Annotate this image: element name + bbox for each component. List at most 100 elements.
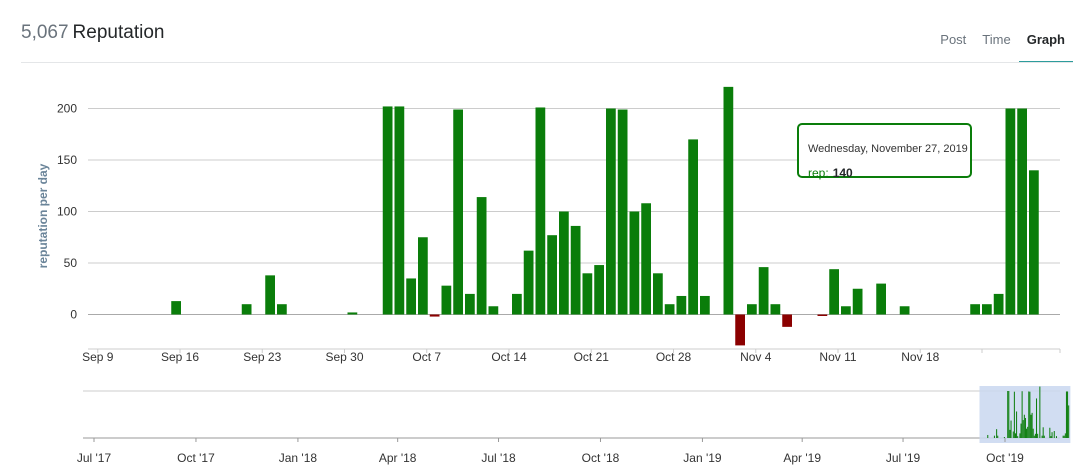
navigator-bar [1042,427,1044,438]
bar[interactable] [382,106,393,315]
navigator-bar [1031,412,1033,438]
bar[interactable] [241,304,252,315]
bar[interactable] [559,211,569,315]
x-tick-label: Oct 14 [491,350,527,364]
bar[interactable] [664,304,675,315]
navigator-bar [1014,433,1016,438]
bar[interactable] [465,293,475,315]
bar[interactable] [570,225,581,315]
bar[interactable] [476,197,487,315]
bar[interactable] [993,293,1004,315]
y-tick-label: 150 [57,153,77,167]
bar[interactable] [970,304,980,315]
bar[interactable] [758,267,769,315]
navigator-bar [1007,391,1009,438]
x-tick-label: Oct 21 [574,350,610,364]
bar[interactable] [735,314,745,346]
navigator-bar [1064,433,1066,438]
bar[interactable] [617,109,628,315]
navigator-bar [1023,414,1025,438]
bar[interactable] [782,314,792,327]
bar[interactable] [441,285,452,315]
navigator-bar [1041,435,1043,438]
navigator-bar [1037,433,1039,438]
tab-time[interactable]: Time [982,32,1011,47]
bar[interactable] [535,107,546,315]
navigator-bar [1024,417,1026,438]
bar[interactable] [817,314,828,317]
view-tabs: Post Time Graph [932,30,1073,63]
navigator-bar [1003,437,1005,438]
bar[interactable] [171,301,181,315]
bar[interactable] [394,106,405,315]
navigator-tick-label: Jul '18 [481,451,516,465]
y-tick-label: 100 [57,205,77,219]
bar[interactable] [770,304,781,315]
bar[interactable] [899,306,910,315]
tooltip-rep-value: 140 [832,166,853,180]
x-tick-label: Sep 23 [243,350,281,364]
bar[interactable] [347,312,358,315]
bar[interactable] [641,203,651,315]
navigator-bar [1055,436,1057,438]
bar[interactable] [629,211,640,315]
bar-series[interactable] [171,86,1039,346]
bar[interactable] [1017,108,1027,315]
bar[interactable] [653,273,663,315]
bar[interactable] [747,304,757,315]
x-tick-label: Oct 28 [656,350,692,364]
bar[interactable] [1029,170,1039,315]
reputation-header: 5,067 Reputation Post Time Graph [0,0,1081,64]
navigator-bar [1065,391,1067,438]
bar[interactable] [982,304,992,315]
x-axis: Sep 9 Sep 16 Sep 23 Sep 30 Oct 7 Oct 14 Oct 21… [82,348,1061,364]
navigator-bar [1063,435,1065,438]
navigator-bar [1029,391,1031,438]
navigator-bar [1026,428,1028,438]
bar[interactable] [876,283,886,315]
tooltip-date: Wednesday, November 27, 2019 [808,143,968,155]
navigator-bar [1009,429,1011,438]
x-tick-label: Nov 18 [901,350,939,364]
bar[interactable] [829,269,839,315]
navigator-bar [1013,391,1015,438]
navigator-bar [1050,436,1052,438]
bar[interactable] [418,237,428,315]
bar[interactable] [594,265,604,315]
bar[interactable] [523,250,534,315]
navigator-bar [1039,386,1041,438]
navigator-tick-label: Apr '18 [379,451,417,465]
bar[interactable] [852,288,863,315]
bar[interactable] [700,295,710,315]
x-tick-label: Nov 11 [819,350,856,364]
navigator-bar [1036,398,1038,438]
bar[interactable] [547,235,557,315]
bar[interactable] [688,139,698,315]
navigator-bar [1068,405,1070,438]
navigator-tick-label: Jan '19 [683,451,722,465]
navigator-bar [1021,391,1023,438]
x-tick-label: Oct 7 [412,350,441,364]
bar[interactable] [488,306,499,315]
navigator-bar [1012,431,1014,438]
tab-post[interactable]: Post [940,32,967,47]
y-axis-label: reputation per day [36,163,50,268]
navigator-bar [1022,420,1024,438]
bar[interactable] [606,108,616,315]
bar[interactable] [582,273,593,315]
bar[interactable] [512,293,522,315]
bar[interactable] [406,278,416,315]
bar[interactable] [676,295,687,315]
bar[interactable] [277,304,287,315]
bar[interactable] [453,109,463,315]
bar[interactable] [723,86,734,315]
bar[interactable] [1005,108,1016,315]
bar[interactable] [265,275,275,315]
navigator[interactable]: Jul '17 Oct '17 Jan '18 Apr '18 Jul '18 Oct '… [77,386,1071,465]
bar[interactable] [429,314,440,317]
page-title: 5,067 Reputation [21,22,164,44]
navigator-selection[interactable] [979,386,1071,443]
bar[interactable] [841,306,851,315]
navigator-tick-label: Jul '19 [886,451,921,465]
